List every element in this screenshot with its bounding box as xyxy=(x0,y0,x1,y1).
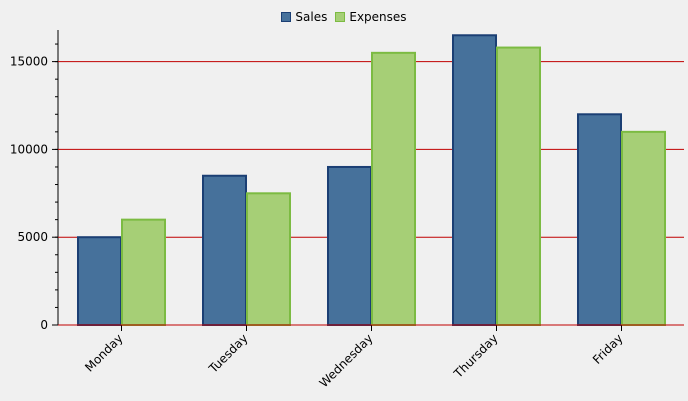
y-tick-label: 10000 xyxy=(10,142,48,156)
legend-swatch-sales xyxy=(281,12,292,22)
bar-sales-thursday xyxy=(452,34,497,327)
legend-item-sales: Sales xyxy=(281,10,327,24)
bar-sales-wednesday xyxy=(327,165,372,326)
x-tick-label: Monday xyxy=(82,331,125,374)
bar-expenses-tuesday xyxy=(246,192,291,326)
legend: Sales Expenses xyxy=(0,10,688,24)
bar-sales-monday xyxy=(77,236,122,326)
bar-expenses-friday xyxy=(621,130,666,326)
bar-sales-tuesday xyxy=(202,174,247,326)
x-tick-label: Tuesday xyxy=(205,331,250,376)
y-tick-label: 15000 xyxy=(10,55,48,69)
y-tick-label: 5000 xyxy=(17,230,48,244)
legend-label-expenses: Expenses xyxy=(349,10,407,24)
x-tick-label: Friday xyxy=(590,331,626,367)
x-tick-label: Thursday xyxy=(451,331,501,381)
bar-expenses-monday xyxy=(121,218,166,326)
bar-sales-friday xyxy=(577,113,622,326)
legend-swatch-expenses xyxy=(335,12,346,22)
bar-expenses-wednesday xyxy=(371,51,416,326)
legend-item-expenses: Expenses xyxy=(335,10,407,24)
bar-expenses-thursday xyxy=(496,46,541,327)
legend-label-sales: Sales xyxy=(295,10,328,24)
y-tick-label: 0 xyxy=(40,318,48,332)
x-tick-label: Wednesday xyxy=(317,331,376,390)
